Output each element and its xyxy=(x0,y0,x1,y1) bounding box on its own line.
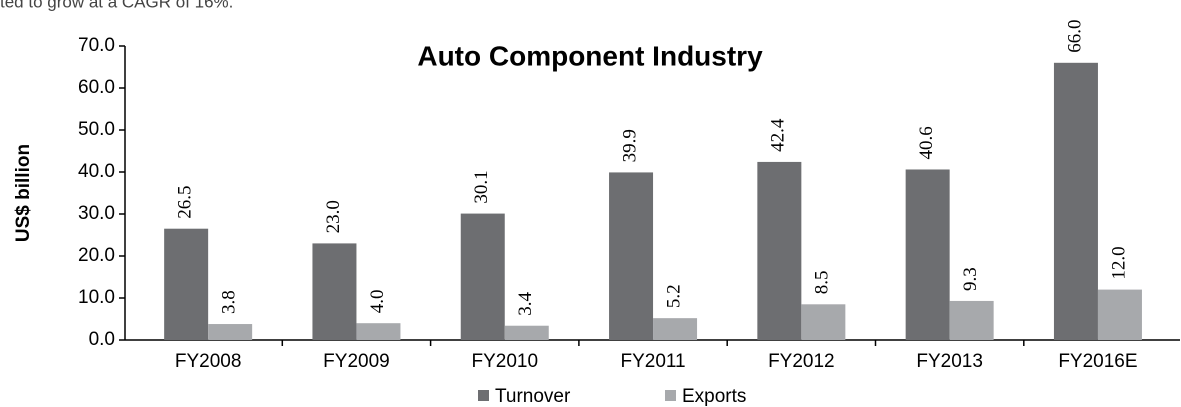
value-label: 39.9 xyxy=(619,129,640,162)
x-tick-label: FY2016E xyxy=(1058,351,1137,372)
y-tick-label: 60.0 xyxy=(78,77,115,98)
value-label: 3.8 xyxy=(219,290,240,314)
bar xyxy=(356,323,401,340)
chart-title: Auto Component Industry xyxy=(417,40,763,71)
x-tick-label: FY2009 xyxy=(323,351,390,372)
value-label: 4.0 xyxy=(367,289,388,313)
caption: ted to grow at a CAGR of 16%. xyxy=(0,0,233,11)
bar xyxy=(653,318,698,340)
bar xyxy=(164,228,209,340)
value-label: 66.0 xyxy=(1064,20,1085,53)
value-label: 9.3 xyxy=(960,267,981,291)
value-label: 12.0 xyxy=(1108,246,1129,279)
bar xyxy=(609,172,654,340)
y-tick-label: 0.0 xyxy=(89,329,115,350)
y-tick-label: 10.0 xyxy=(78,287,115,308)
value-label: 23.0 xyxy=(323,200,344,233)
value-label: 3.4 xyxy=(515,291,536,315)
bar xyxy=(905,169,950,340)
y-axis-label: US$ billion xyxy=(13,144,34,242)
bar xyxy=(949,300,994,340)
x-tick-label: FY2011 xyxy=(620,351,685,372)
bar xyxy=(801,304,846,340)
bar xyxy=(1053,62,1098,341)
value-label: 8.5 xyxy=(812,271,833,295)
y-tick-label: 70.0 xyxy=(78,35,115,56)
y-tick-label: 20.0 xyxy=(78,245,115,266)
bar xyxy=(460,213,505,340)
legend-label: Exports xyxy=(682,386,746,407)
value-label: 5.2 xyxy=(663,284,684,308)
value-label: 26.5 xyxy=(175,185,196,218)
x-tick-label: FY2013 xyxy=(916,351,983,372)
value-label: 40.6 xyxy=(916,126,937,159)
value-label: 30.1 xyxy=(471,170,492,203)
bar xyxy=(504,325,549,340)
x-tick-label: FY2008 xyxy=(175,351,242,372)
y-tick-label: 30.0 xyxy=(78,203,115,224)
value-label: 42.4 xyxy=(768,118,789,152)
y-tick-label: 40.0 xyxy=(78,161,115,182)
bar xyxy=(1097,289,1142,340)
x-tick-label: FY2012 xyxy=(768,351,835,372)
y-tick-label: 50.0 xyxy=(78,119,115,140)
legend-label: Turnover xyxy=(495,386,571,407)
bar xyxy=(312,243,357,340)
legend-swatch xyxy=(478,390,489,401)
bar xyxy=(757,161,802,340)
bar xyxy=(208,324,253,340)
x-tick-label: FY2010 xyxy=(471,351,538,372)
legend-swatch xyxy=(665,390,676,401)
